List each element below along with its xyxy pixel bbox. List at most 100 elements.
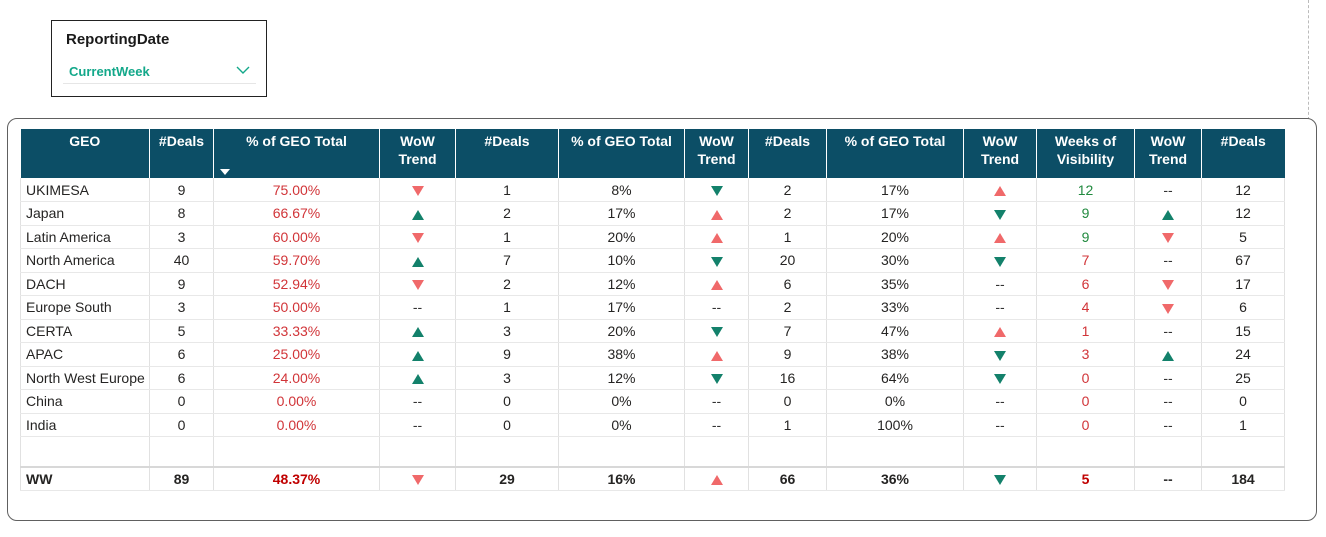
value-cell: -- xyxy=(684,413,749,437)
cell-text: 25 xyxy=(1235,369,1251,386)
column-header[interactable]: WoW Trend xyxy=(963,129,1037,178)
column-header[interactable]: GEO xyxy=(20,129,150,178)
reporting-date-dropdown[interactable]: CurrentWeek xyxy=(63,56,256,84)
trend-up-icon xyxy=(710,280,723,291)
value-cell: 30% xyxy=(826,248,964,273)
trend-up-icon xyxy=(994,185,1006,196)
cell-text: 8% xyxy=(611,181,632,198)
cell-text: 4 xyxy=(1081,299,1090,316)
cell-text: 60.00% xyxy=(272,228,321,245)
cell-text: 24.00% xyxy=(272,369,321,386)
cell-text: 0 xyxy=(177,416,186,433)
value-cell: 33% xyxy=(826,295,964,320)
cell-text: -- xyxy=(995,275,1005,292)
trend-cell xyxy=(963,465,1037,491)
geo-name-cell: Europe South xyxy=(20,295,150,320)
table-row[interactable]: China 0 0.00% -- 0 0% -- 0 0% -- 0 -- 0 xyxy=(20,389,1285,414)
cell-text: 12% xyxy=(607,369,636,386)
column-header[interactable]: % of GEO Total xyxy=(558,129,685,178)
chevron-down-icon xyxy=(236,66,250,74)
table-row[interactable]: Latin America 3 60.00% 1 20% 1 20% 9 5 xyxy=(20,225,1285,249)
value-cell: 66.67% xyxy=(213,201,380,226)
cell-text: 3 xyxy=(1081,346,1090,363)
value-cell: 9 xyxy=(1036,225,1135,249)
cell-text: 38% xyxy=(607,346,636,363)
column-header[interactable]: WoW Trend xyxy=(684,129,749,178)
column-header[interactable]: Weeks of Visibility xyxy=(1036,129,1135,178)
geo-name-cell: CERTA xyxy=(20,319,150,343)
value-cell: 1 xyxy=(455,225,559,249)
slicer-selected-value: CurrentWeek xyxy=(69,64,150,79)
table-row[interactable]: UKIMESA 9 75.00% 1 8% 2 17% 12 -- 12 xyxy=(20,178,1285,202)
table-row[interactable]: North West Europe 6 24.00% 3 12% 16 64% 0 -- 25 xyxy=(20,366,1285,390)
cell-text: 7 xyxy=(503,252,511,269)
cell-text: 12 xyxy=(1077,181,1094,198)
table-row[interactable]: CERTA 5 33.33% 3 20% 7 47% 1 -- 15 xyxy=(20,319,1285,343)
column-header[interactable]: WoW Trend xyxy=(379,129,456,178)
slicer-title: ReportingDate xyxy=(66,31,170,48)
table-spacer-row xyxy=(20,436,1285,467)
column-header[interactable]: WoW Trend xyxy=(1134,129,1202,178)
column-header[interactable]: % of GEO Total xyxy=(826,129,964,178)
column-header-label: Trend xyxy=(398,151,437,167)
geo-name-cell: WW xyxy=(20,465,150,491)
table-row[interactable]: Japan 8 66.67% 2 17% 2 17% 9 12 xyxy=(20,201,1285,226)
value-cell: 7 xyxy=(748,319,827,343)
cell-text: 9 xyxy=(177,275,186,292)
cell-text: 2 xyxy=(783,205,792,222)
value-cell: 0 xyxy=(149,389,214,414)
cell-text: 12% xyxy=(607,275,636,292)
value-cell: 24.00% xyxy=(213,366,380,390)
cell-text: 7 xyxy=(783,322,792,339)
trend-cell xyxy=(379,319,456,343)
table-row[interactable]: Europe South 3 50.00% -- 1 17% -- 2 33% -- 4 6 xyxy=(20,295,1285,320)
value-cell: -- xyxy=(1134,366,1202,390)
value-cell: 33.33% xyxy=(213,319,380,343)
cell-text: -- xyxy=(995,299,1005,316)
value-cell: 38% xyxy=(558,342,685,367)
column-header[interactable]: #Deals xyxy=(1201,129,1285,178)
cell-text: 0 xyxy=(503,416,511,433)
cell-text: -- xyxy=(412,393,423,410)
value-cell: 15 xyxy=(1201,319,1285,343)
value-cell: -- xyxy=(963,413,1037,437)
table-row[interactable]: North America 40 59.70% 7 10% 20 30% 7 -- 67 xyxy=(20,248,1285,273)
value-cell: 0.00% xyxy=(213,413,380,437)
value-cell: -- xyxy=(1134,178,1202,202)
value-cell: -- xyxy=(1134,465,1202,491)
table-row[interactable]: DACH 9 52.94% 2 12% 6 35% -- 6 17 xyxy=(20,272,1285,296)
value-cell: 9 xyxy=(455,342,559,367)
cell-text: 9 xyxy=(1081,205,1090,222)
cell-text: UKIMESA xyxy=(26,181,90,198)
cell-text: 3 xyxy=(503,322,511,339)
column-header[interactable]: % of GEO Total xyxy=(213,129,380,178)
geo-name-cell: North West Europe xyxy=(20,366,150,390)
trend-cell xyxy=(1134,342,1202,367)
value-cell: 2 xyxy=(748,201,827,226)
column-header[interactable]: #Deals xyxy=(149,129,214,178)
trend-up-icon xyxy=(411,256,424,267)
value-cell: 6 xyxy=(1036,272,1135,296)
cell-text: -- xyxy=(995,393,1005,410)
cell-text: Japan xyxy=(26,205,65,222)
trend-cell xyxy=(963,225,1037,249)
cell-text: 17% xyxy=(607,205,636,222)
cell-text: 20% xyxy=(607,322,636,339)
cell-text: 20 xyxy=(779,252,796,269)
value-cell: 8% xyxy=(558,178,685,202)
trend-cell xyxy=(684,248,749,273)
table-row[interactable]: India 0 0.00% -- 0 0% -- 1 100% -- 0 -- 1 xyxy=(20,413,1285,437)
value-cell: -- xyxy=(684,389,749,414)
value-cell: 48.37% xyxy=(213,465,380,491)
value-cell: 17% xyxy=(558,295,685,320)
value-cell: 12 xyxy=(1201,201,1285,226)
cell-text: 52.94% xyxy=(272,275,321,292)
trend-cell xyxy=(379,465,456,491)
table-total-row[interactable]: WW 89 48.37% 29 16% 66 36% 5 -- 184 xyxy=(20,465,1285,491)
column-header[interactable]: #Deals xyxy=(748,129,827,178)
value-cell: 6 xyxy=(748,272,827,296)
column-header[interactable]: #Deals xyxy=(455,129,559,178)
column-header-label: Trend xyxy=(697,151,736,167)
table-row[interactable]: APAC 6 25.00% 9 38% 9 38% 3 24 xyxy=(20,342,1285,367)
empty-cell xyxy=(1036,436,1135,467)
